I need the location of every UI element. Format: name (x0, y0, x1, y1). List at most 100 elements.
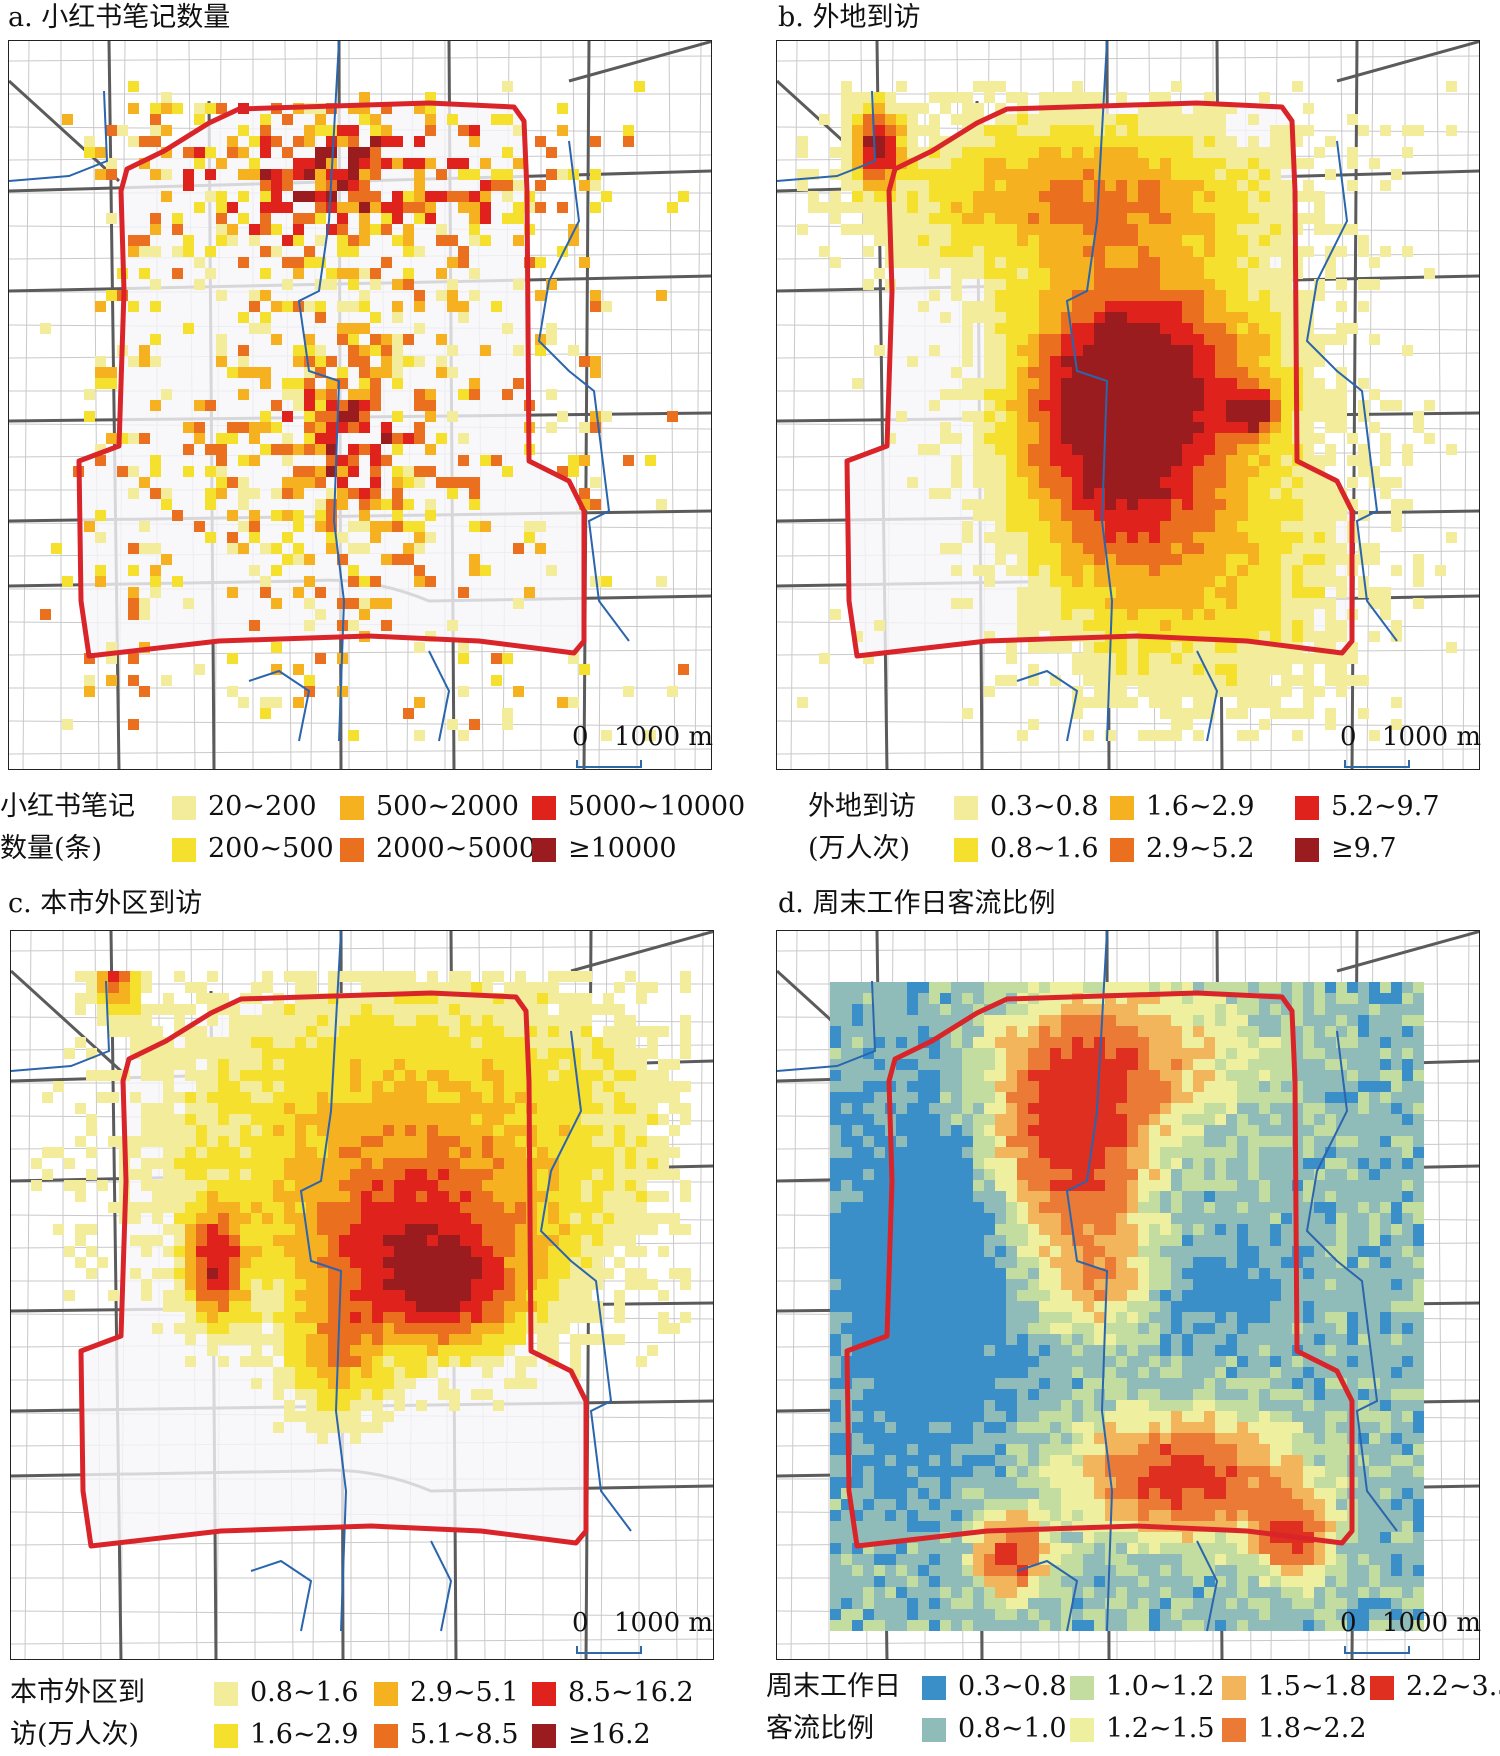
grid-cell (405, 971, 416, 982)
grid-cell (394, 1026, 405, 1037)
grid-cell (1215, 609, 1226, 620)
grid-cell (1259, 499, 1270, 510)
grid-cell (1006, 136, 1017, 147)
grid-cell (317, 1202, 328, 1213)
grid-cell (251, 1268, 262, 1279)
grid-cell (460, 1301, 471, 1312)
grid-cell (449, 1158, 460, 1169)
grid-cell (196, 993, 207, 1004)
grid-cell (1017, 389, 1028, 400)
grid-cell (128, 543, 139, 554)
grid-cell (1127, 323, 1138, 334)
grid-cell (361, 1114, 372, 1125)
grid-cell (1138, 598, 1149, 609)
grid-cell (273, 1257, 284, 1268)
grid-cell (592, 1301, 603, 1312)
grid-cell (1160, 444, 1171, 455)
grid-cell (251, 1213, 262, 1224)
grid-cell (973, 180, 984, 191)
grid-cell (304, 422, 315, 433)
grid-cell (830, 191, 841, 202)
grid-cell (581, 1081, 592, 1092)
grid-cell (240, 1147, 251, 1158)
grid-cell (196, 1268, 207, 1279)
grid-cell (1446, 444, 1457, 455)
grid-cell (1050, 565, 1061, 576)
grid-cell (951, 982, 962, 993)
grid-cell (416, 1191, 427, 1202)
grid-cell (328, 1224, 339, 1235)
grid-cell (240, 1224, 251, 1235)
grid-cell (436, 356, 447, 367)
grid-cell (951, 147, 962, 158)
grid-cell (240, 1026, 251, 1037)
grid-cell (1259, 455, 1270, 466)
grid-cell (1314, 982, 1325, 993)
grid-cell (680, 1114, 691, 1125)
grid-cell (394, 982, 405, 993)
grid-cell (392, 499, 403, 510)
grid-cell (1237, 378, 1248, 389)
grid-cell (1094, 312, 1105, 323)
grid-cell (570, 1180, 581, 1191)
grid-cell (1204, 389, 1215, 400)
grid-cell (1039, 488, 1050, 499)
grid-cell (1094, 686, 1105, 697)
grid-cell (1292, 477, 1303, 488)
grid-cell (1028, 488, 1039, 499)
minor-road (1463, 41, 1469, 770)
grid-cell (1061, 158, 1072, 169)
grid-cell (416, 1070, 427, 1081)
grid-cell (559, 1279, 570, 1290)
grid-cell (306, 1290, 317, 1301)
grid-cell (1039, 477, 1050, 488)
grid-cell (614, 1180, 625, 1191)
grid-cell (1160, 499, 1171, 510)
grid-cell (1050, 466, 1061, 477)
grid-cell (603, 1092, 614, 1103)
grid-cell (896, 993, 907, 1004)
map-panel-a (8, 40, 712, 770)
grid-cell (196, 1103, 207, 1114)
grid-cell (548, 1191, 559, 1202)
grid-cell (548, 1048, 559, 1059)
grid-cell (383, 1114, 394, 1125)
grid-cell (1193, 686, 1204, 697)
legend-label: 500~2000 (376, 786, 519, 828)
grid-cell (139, 433, 150, 444)
grid-cell (995, 301, 1006, 312)
grid-cell (1149, 982, 1160, 993)
grid-cell (493, 1015, 504, 1026)
grid-cell (326, 268, 337, 279)
grid-cell (438, 1345, 449, 1356)
grid-cell (1061, 147, 1072, 158)
grid-cell (238, 389, 249, 400)
grid-cell (295, 1301, 306, 1312)
grid-cell (1270, 158, 1281, 169)
grid-cell (614, 1147, 625, 1158)
grid-cell (515, 1378, 526, 1389)
grid-cell (1380, 598, 1391, 609)
grid-cell (841, 125, 852, 136)
grid-cell (603, 1169, 614, 1180)
grid-cell (1105, 356, 1116, 367)
grid-cell (1204, 246, 1215, 257)
grid-cell (951, 389, 962, 400)
grid-cell (284, 1103, 295, 1114)
grid-cell (284, 1169, 295, 1180)
grid-cell (284, 1125, 295, 1136)
grid-cell (1281, 576, 1292, 587)
grid-cell (1204, 224, 1215, 235)
grid-cell (1061, 543, 1072, 554)
grid-cell (1094, 301, 1105, 312)
grid-cell (1259, 257, 1270, 268)
grid-cell (471, 1246, 482, 1257)
grid-cell (962, 389, 973, 400)
grid-cell (174, 1257, 185, 1268)
grid-cell (1006, 422, 1017, 433)
grid-cell (636, 1081, 647, 1092)
grid-cell (304, 169, 315, 180)
grid-cell (427, 1180, 438, 1191)
grid-cell (383, 1103, 394, 1114)
grid-cell (493, 1257, 504, 1268)
